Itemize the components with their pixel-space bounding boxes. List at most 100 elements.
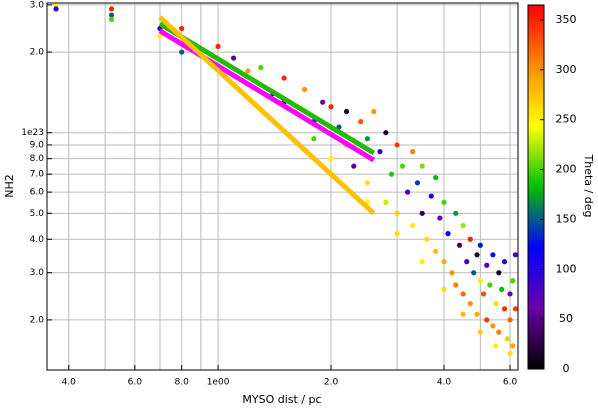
- point: [510, 278, 516, 284]
- point: [464, 259, 470, 265]
- point: [467, 236, 473, 242]
- colorbar-tick-label: 350: [556, 13, 577, 26]
- colorbar-tick-label: 200: [556, 163, 577, 176]
- point: [512, 306, 518, 312]
- y-tick-label: 2.0: [30, 315, 45, 325]
- point: [281, 75, 287, 81]
- point: [490, 323, 496, 329]
- point: [501, 306, 508, 312]
- point: [179, 25, 185, 32]
- point: [445, 231, 451, 237]
- point: [394, 231, 400, 237]
- point: [474, 311, 480, 317]
- y-tick-label: 6.0: [30, 188, 45, 198]
- point: [428, 193, 434, 199]
- point: [419, 163, 425, 169]
- x-tick-label: 6.0: [128, 378, 143, 388]
- x-axis-label: MYSO dist / pc: [242, 393, 321, 406]
- colorbar-label: Theta / deg: [582, 154, 595, 218]
- point: [231, 55, 237, 61]
- point: [410, 149, 416, 155]
- point: [433, 174, 439, 181]
- point: [467, 301, 473, 307]
- point: [437, 215, 443, 221]
- point: [351, 163, 357, 169]
- y-tick-label: 3.0: [30, 0, 45, 10]
- point: [377, 149, 383, 155]
- colorbar-tick-label: 150: [556, 212, 577, 225]
- point: [484, 262, 490, 268]
- x-tick-label: 8.0: [175, 378, 190, 388]
- point: [493, 343, 499, 349]
- point: [453, 210, 459, 216]
- point: [320, 99, 326, 105]
- point: [215, 43, 221, 50]
- point: [501, 259, 508, 265]
- point: [419, 259, 425, 265]
- point: [383, 130, 389, 136]
- point: [53, 6, 59, 12]
- point: [424, 236, 430, 242]
- point: [493, 301, 499, 307]
- point: [258, 65, 264, 71]
- point: [477, 278, 483, 284]
- point: [484, 317, 490, 323]
- point: [394, 210, 400, 216]
- point: [108, 16, 115, 22]
- colorbar-tick-label: 0: [563, 362, 570, 375]
- point: [441, 259, 447, 265]
- point: [490, 252, 496, 258]
- point: [477, 329, 483, 335]
- x-tick-label: 2.0: [324, 378, 339, 388]
- point: [496, 270, 502, 276]
- point: [507, 317, 513, 323]
- point: [496, 329, 502, 335]
- point: [453, 282, 459, 288]
- point: [410, 222, 416, 229]
- point: [399, 163, 406, 169]
- plot-area: [46, 2, 519, 371]
- point: [405, 189, 411, 195]
- colorbar-tick-label: 300: [556, 63, 577, 76]
- fit-line: [158, 15, 376, 216]
- point: [433, 248, 439, 255]
- point: [364, 180, 370, 186]
- x-tick-label: 4.0: [62, 378, 77, 388]
- point: [456, 242, 463, 248]
- y-tick-label: 5.0: [30, 209, 45, 219]
- point: [388, 171, 395, 177]
- y-tick-label: 4.0: [30, 235, 45, 245]
- point: [328, 156, 334, 162]
- plot-area: [46, 2, 519, 371]
- point: [245, 68, 251, 74]
- point: [460, 291, 466, 297]
- point: [394, 142, 400, 148]
- x-tick-label: 6.0: [503, 378, 518, 388]
- point: [507, 291, 513, 297]
- point: [179, 49, 185, 55]
- point: [371, 108, 377, 115]
- point: [53, 2, 59, 8]
- point: [460, 222, 466, 229]
- point: [474, 252, 480, 258]
- colorbar-tick-label: 100: [556, 262, 577, 275]
- point: [460, 311, 466, 317]
- point: [477, 242, 483, 248]
- y-tick-label: 8.0: [30, 154, 45, 164]
- point: [507, 350, 513, 356]
- point: [510, 343, 516, 349]
- point: [414, 180, 421, 186]
- point: [504, 336, 510, 342]
- x-tick-label: 1e00: [207, 378, 230, 388]
- point: [311, 136, 317, 142]
- point: [449, 270, 455, 276]
- point: [364, 136, 370, 142]
- colorbar-tick-label: 250: [556, 113, 577, 126]
- fit-line: [158, 21, 376, 156]
- point: [441, 286, 447, 292]
- point: [471, 270, 477, 276]
- y-tick-label: 3.0: [30, 268, 45, 278]
- point: [441, 199, 447, 205]
- colorbar-tick-label: 50: [559, 312, 573, 325]
- point: [301, 86, 308, 93]
